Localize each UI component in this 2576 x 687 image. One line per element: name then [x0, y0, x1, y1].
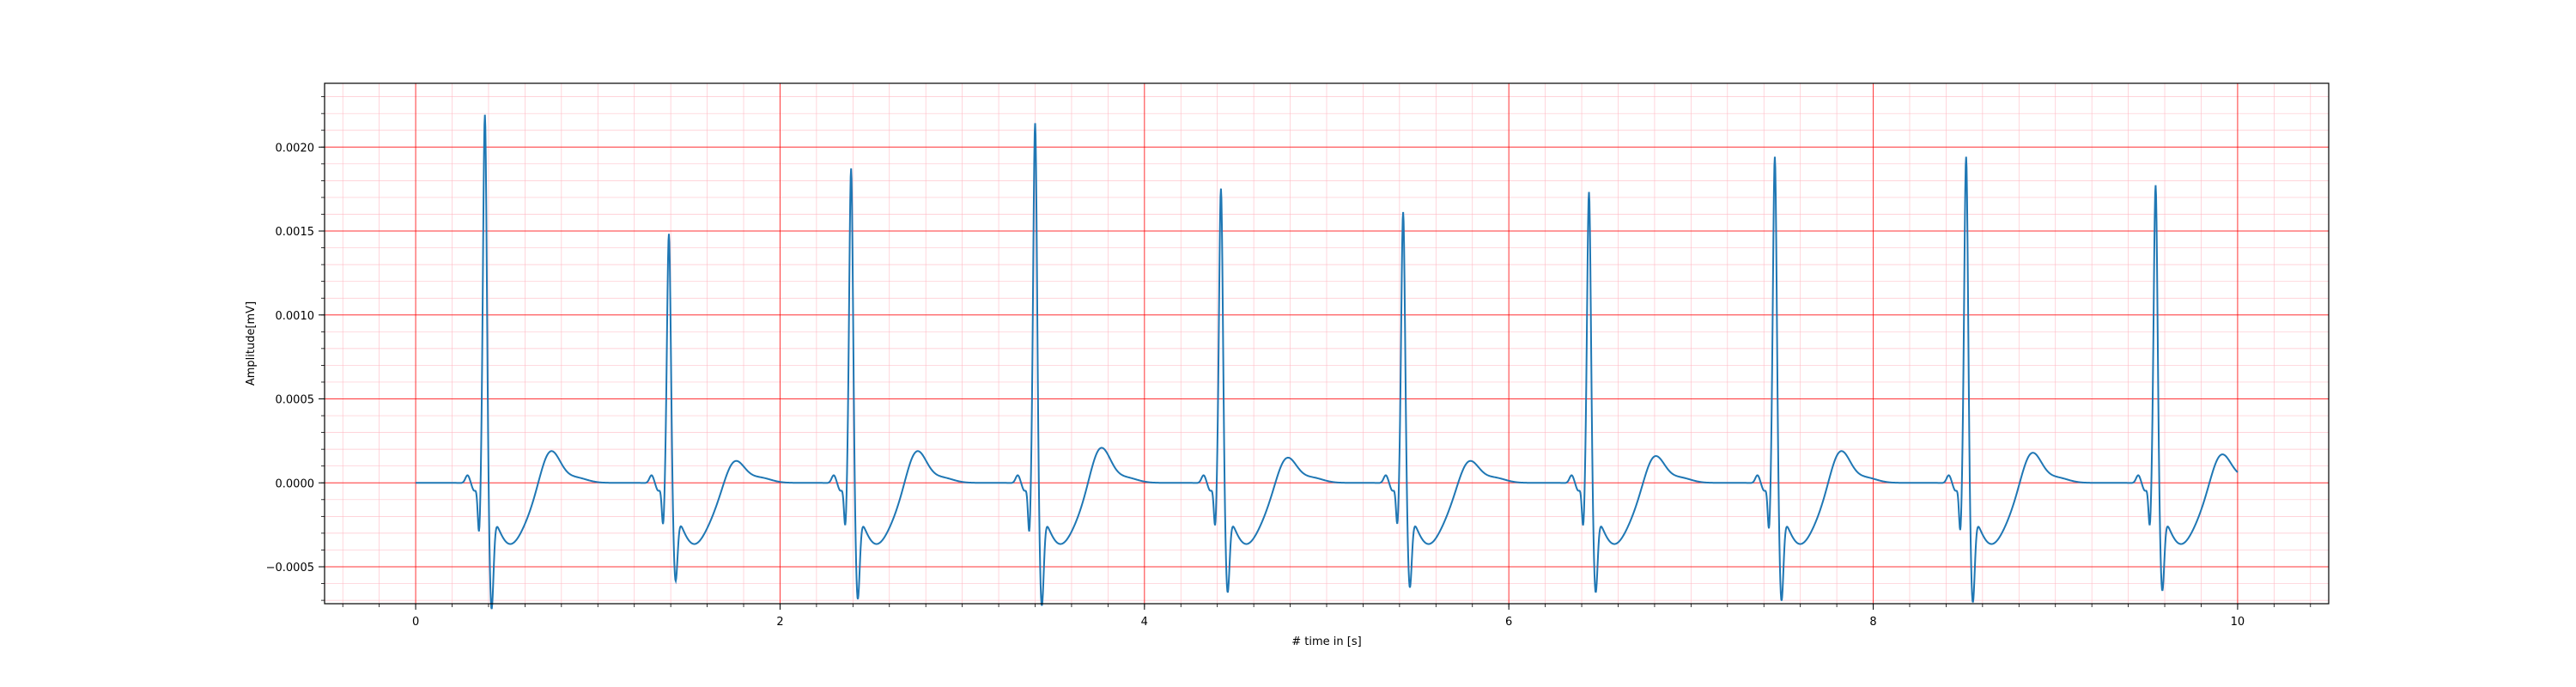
y-tick-label: −0.0005	[266, 562, 314, 575]
y-tick-label: 0.0020	[276, 142, 315, 155]
y-tick-label: 0.0000	[276, 477, 315, 490]
y-tick-label: 0.0015	[276, 226, 315, 239]
x-tick-label: 6	[1505, 616, 1512, 629]
major-grid	[325, 83, 2329, 604]
x-tick-label: 0	[412, 616, 419, 629]
x-tick-label: 4	[1141, 616, 1148, 629]
minor-grid	[325, 83, 2329, 604]
y-tick-label: 0.0005	[276, 394, 315, 407]
y-tick-label: 0.0010	[276, 310, 315, 323]
x-axis-ticks: 0 2 4 6 8 10	[342, 604, 2312, 629]
x-axis-label: # time in [s]	[1291, 635, 1361, 648]
y-axis-label: Amplitude[mV]	[245, 301, 258, 386]
x-tick-label: 2	[776, 616, 783, 629]
y-axis-ticks: −0.0005 0.0000 0.0005 0.0010 0.0015 0.0020	[266, 96, 325, 601]
ecg-series-line	[416, 114, 2239, 610]
x-tick-label: 10	[2231, 616, 2245, 629]
x-tick-label: 8	[1869, 616, 1876, 629]
